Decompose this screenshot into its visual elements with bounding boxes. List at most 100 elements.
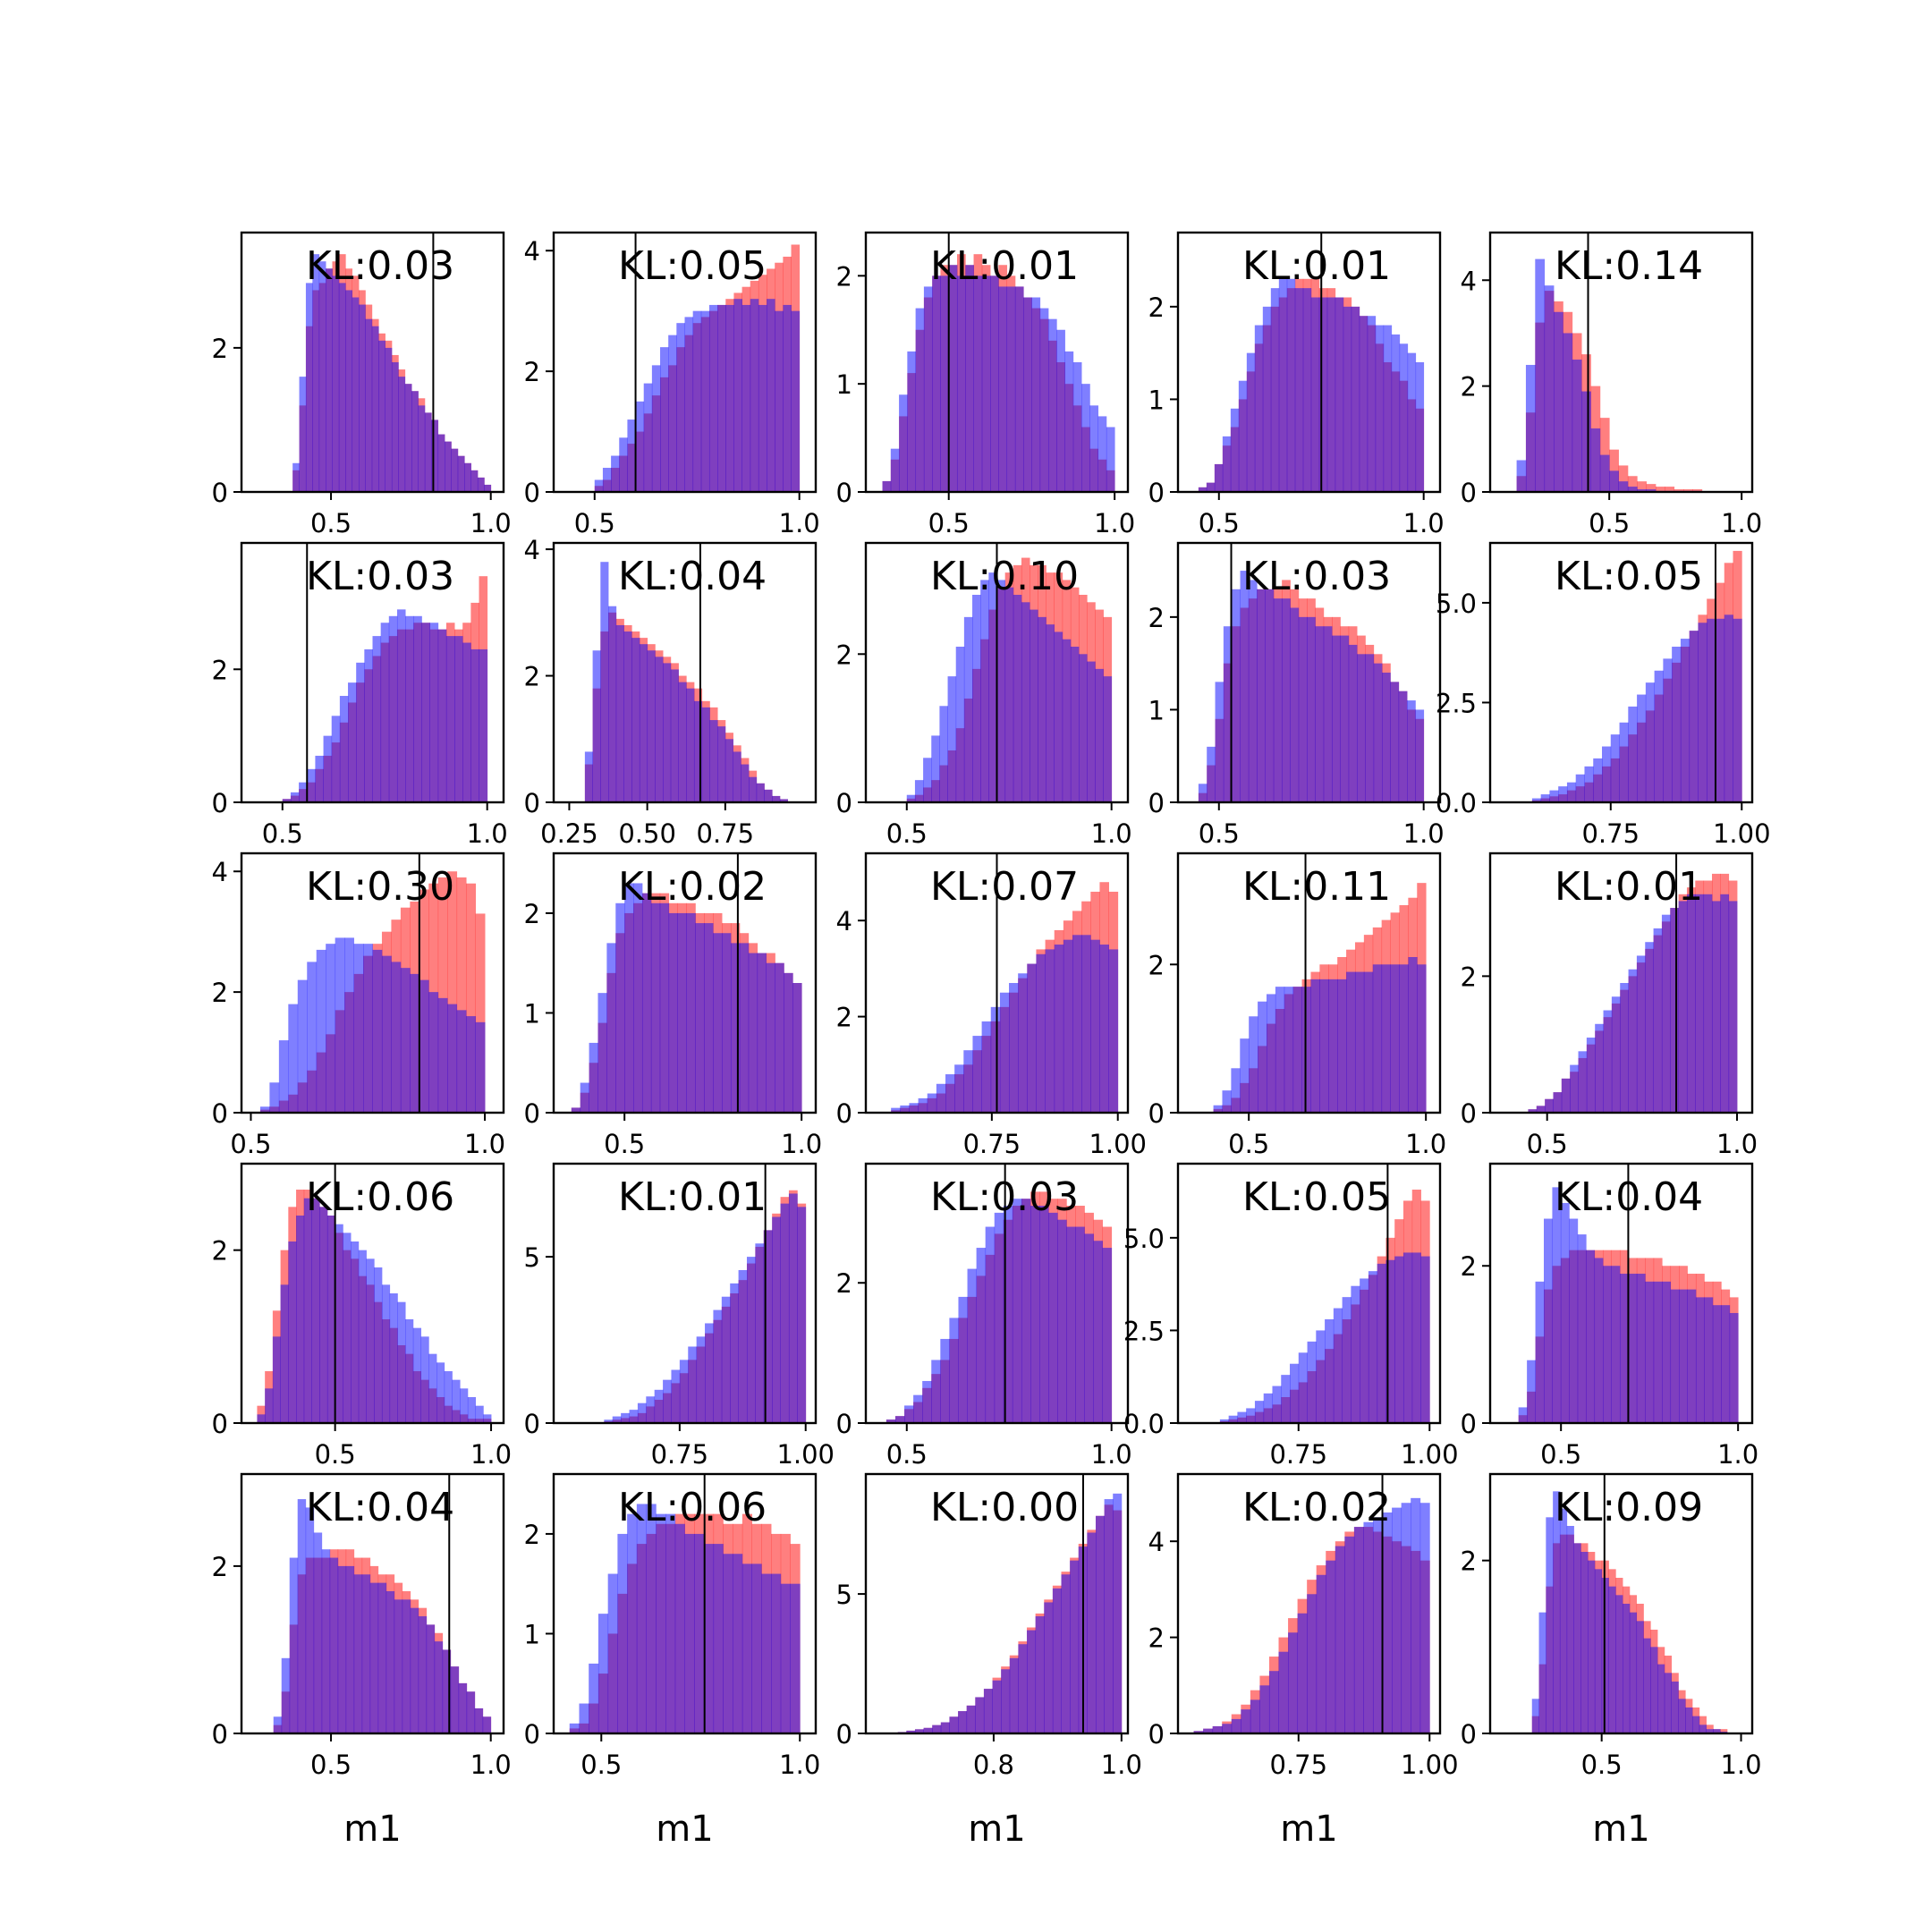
chart-10-bar	[1733, 618, 1742, 802]
chart-19-bar	[1411, 1252, 1421, 1423]
chart-24-bar	[1250, 1699, 1260, 1733]
chart-22-bar	[684, 1533, 695, 1733]
chart-15-series-blue	[1528, 894, 1738, 1113]
chart-19-bar	[1325, 1319, 1335, 1423]
chart-8-xtick-label: 1.0	[1091, 818, 1132, 849]
chart-6-bar	[479, 648, 488, 802]
chart-22-bar	[761, 1573, 772, 1733]
chart-12-bar	[650, 902, 661, 1113]
chart-9-bar	[1348, 644, 1358, 802]
chart-25-bar	[1664, 1673, 1672, 1733]
chart-2-ytick-label: 0	[524, 478, 540, 508]
chart-10-bar	[1698, 623, 1707, 802]
chart-22-bar	[703, 1544, 715, 1733]
chart-14-ytick-label: 0	[1148, 1098, 1165, 1129]
chart-2-bar	[733, 299, 742, 492]
chart-10-bar	[1549, 790, 1559, 802]
chart-23-bar	[906, 1730, 916, 1733]
chart-4-bar	[1326, 297, 1336, 492]
chart-7-bar	[686, 688, 695, 802]
chart-12-bar	[597, 993, 607, 1113]
chart-21-bar	[329, 1557, 339, 1733]
chart-16-bar	[397, 1301, 406, 1423]
chart-8-series-blue	[906, 572, 1113, 802]
chart-7-bar	[749, 776, 758, 802]
chart-16-bar	[272, 1336, 281, 1423]
chart-1-bar	[445, 441, 452, 492]
chart-8-bar	[1087, 661, 1096, 802]
chart-24-frame	[1176, 1472, 1442, 1735]
chart-20-bar	[1679, 1289, 1688, 1423]
chart-14-ytick-label: 2	[1148, 950, 1165, 980]
chart-21-bar	[426, 1624, 436, 1733]
chart-10-bar	[1584, 766, 1594, 802]
chart-15-bar	[1728, 901, 1738, 1113]
chart-13-xtick-label: 0.75	[963, 1129, 1021, 1159]
chart-6-bar	[323, 735, 333, 802]
chart-1-bar	[345, 290, 353, 492]
chart-22-bar	[694, 1533, 705, 1733]
chart-16-ytick-label: 2	[212, 1236, 228, 1267]
chart-23-xtick-label: 0.8	[973, 1750, 1014, 1780]
chart-21-axes: 0.5 1.0 0 2 KL:0.04 m1	[212, 1472, 512, 1850]
chart-1-series-blue	[292, 254, 492, 492]
chart-13-bar	[954, 1064, 964, 1113]
chart-18-bar	[1102, 1248, 1113, 1423]
chart-20-bar	[1662, 1281, 1672, 1423]
chart-13-bar	[1090, 939, 1100, 1113]
chart-23-bar	[1018, 1644, 1028, 1733]
chart-2-bar	[651, 365, 661, 492]
chart-17-xtick-label: 0.75	[651, 1439, 709, 1470]
chart-25-bar	[1685, 1707, 1693, 1733]
chart-18-bar	[1048, 1212, 1058, 1423]
chart-16-bar	[389, 1293, 398, 1423]
chart-16-axes: 0.5 1.0 0 2 KL:0.06	[212, 1162, 512, 1470]
chart-2-bar	[611, 455, 620, 492]
chart-14-bar	[1310, 979, 1320, 1113]
chart-23-xlabel: m1	[968, 1809, 1025, 1850]
chart-17-frame	[552, 1162, 818, 1425]
chart-8-xtick-label: 0.5	[886, 818, 928, 849]
chart-21-bar	[353, 1574, 363, 1733]
chart-6-bar	[290, 792, 300, 802]
chart-18-bar	[913, 1394, 923, 1423]
chart-2-xtick-label: 1.0	[779, 508, 820, 538]
chart-13-bar	[1072, 935, 1082, 1113]
chart-23-bar	[932, 1724, 942, 1733]
chart-6-bar	[429, 623, 439, 802]
chart-15-bar	[1703, 894, 1713, 1113]
chart-1-bar	[398, 377, 406, 492]
chart-5-bar	[1544, 285, 1555, 492]
chart-12-bar	[730, 943, 741, 1113]
chart-24-bar	[1401, 1503, 1411, 1733]
chart-1-xtick-label: 1.0	[470, 508, 512, 538]
chart-24-bar	[1335, 1546, 1345, 1733]
chart-11-bar	[344, 937, 354, 1113]
chart-25-bar	[1691, 1716, 1700, 1733]
chart-3-bar	[907, 351, 917, 492]
chart-5-bar	[1618, 465, 1629, 492]
chart-16-bar	[475, 1405, 484, 1423]
chart-15-bar	[1536, 1106, 1546, 1113]
chart-9-bar	[1398, 691, 1408, 802]
chart-22-bar	[569, 1723, 580, 1733]
chart-25-bar	[1678, 1699, 1686, 1733]
chart-13-bar	[1045, 949, 1055, 1113]
chart-12-bar	[606, 943, 616, 1113]
chart-24-bar	[1222, 1724, 1233, 1733]
chart-1-bar	[424, 412, 432, 492]
chart-23-bar	[949, 1716, 959, 1733]
chart-11-xtick-label: 0.5	[230, 1129, 271, 1159]
chart-19-bar	[1333, 1308, 1343, 1423]
chart-23-bar	[1052, 1588, 1062, 1733]
chart-10-axes: 0.75 1.00 0.0 2.5 5.0 KL:0.05	[1436, 541, 1771, 849]
chart-12-bar	[641, 893, 652, 1113]
chart-6-bar	[315, 755, 324, 802]
chart-6-axes: 0.5 1.0 0 2 KL:0.03	[212, 541, 508, 849]
chart-5-xtick-label: 0.5	[1589, 508, 1630, 538]
chart-9-bar	[1357, 654, 1366, 802]
chart-4-bar	[1262, 306, 1272, 492]
chart-13-bar	[1054, 945, 1064, 1113]
chart-4-bar	[1391, 334, 1401, 492]
chart-4-bar	[1286, 278, 1296, 492]
